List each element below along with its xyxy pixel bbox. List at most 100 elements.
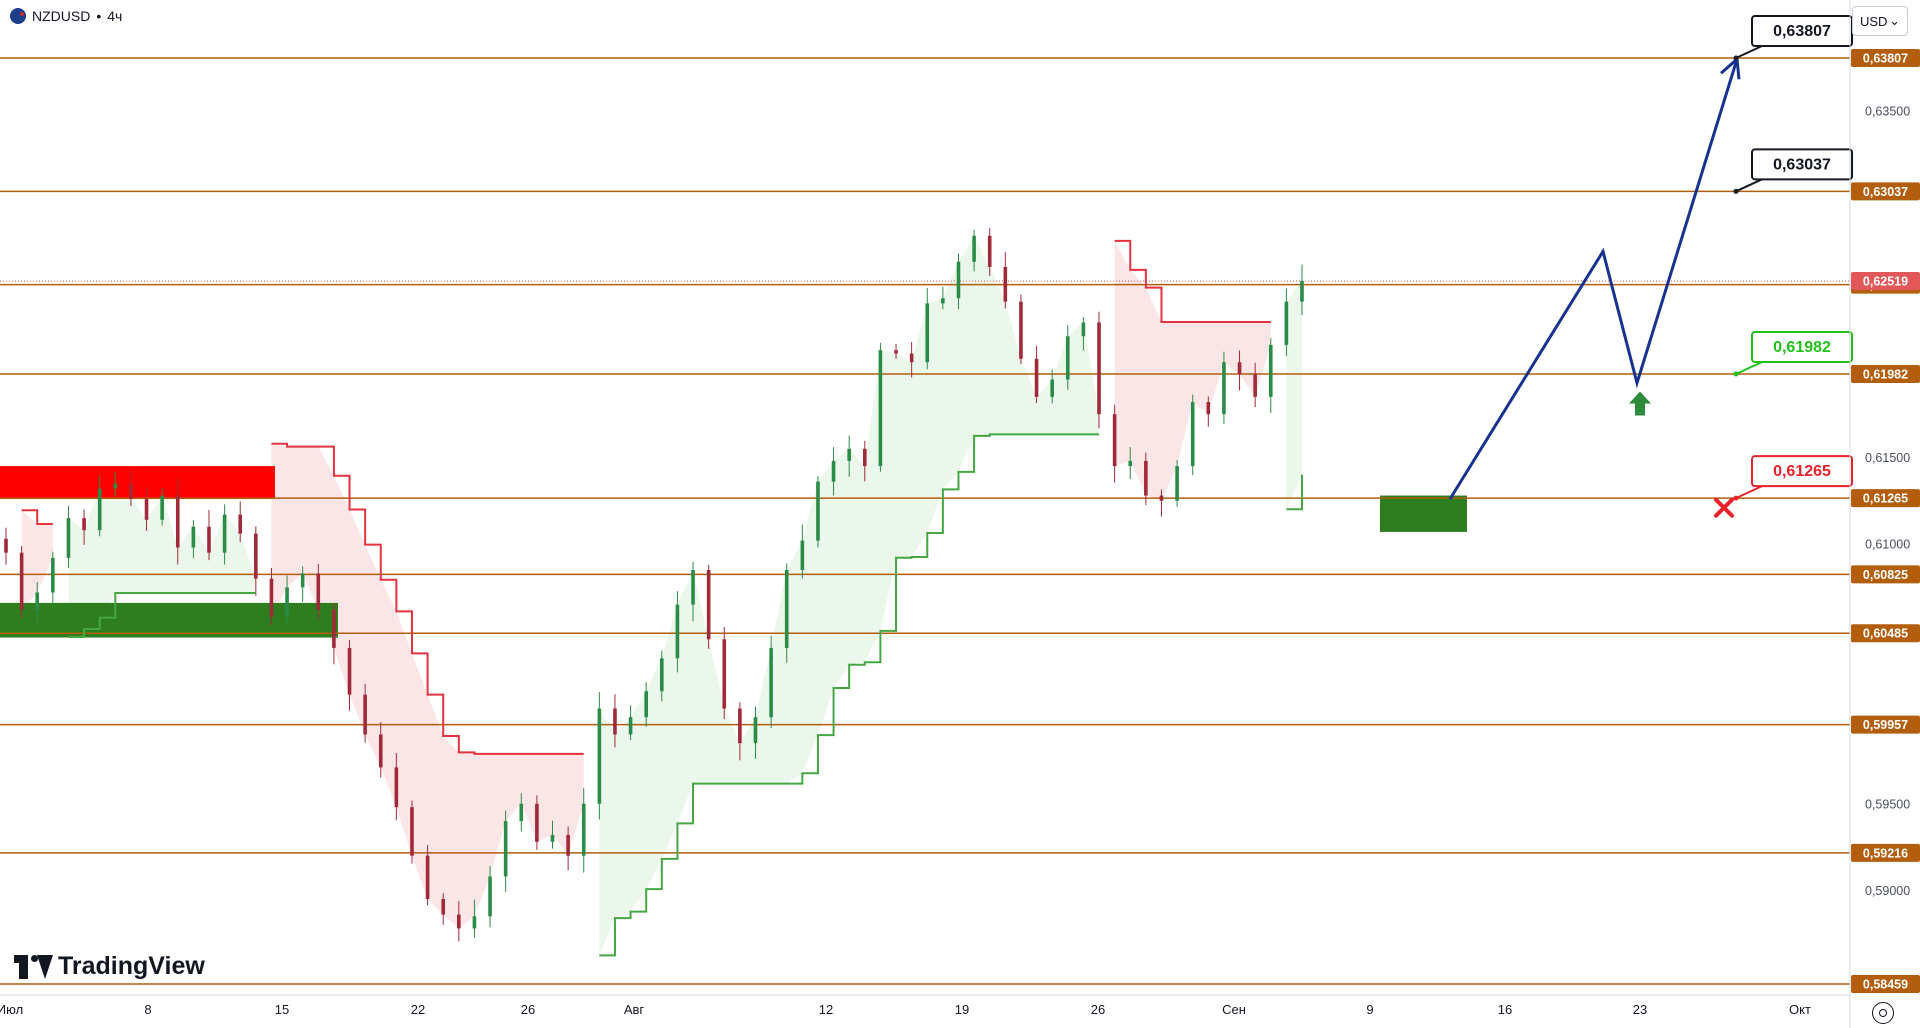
y-tick-label: 0,61000 [1865,538,1910,552]
candle [144,499,149,520]
callout-anchor [1733,55,1739,61]
candle [394,767,399,808]
target-callout-label: 0,63807 [1773,23,1831,40]
level-price-tag [1851,715,1920,734]
candle [1144,460,1148,496]
callout-pointer [1735,361,1763,375]
x-tick-label: 8 [144,1002,151,1017]
candle [316,573,321,610]
currency-label: USD [1860,13,1888,29]
callout-pointer [1735,178,1763,193]
target-callout [1751,455,1853,488]
candle [441,898,446,915]
candle [691,570,695,605]
candle [1222,362,1226,415]
level-price-label: 0,60485 [1863,627,1908,641]
candle [191,526,196,548]
candle [644,691,648,718]
candle [535,803,539,842]
tradingview-logo: TradingView [14,952,205,981]
candle [1284,301,1289,345]
x-tick-label: Сен [1222,1002,1246,1017]
candle [1237,362,1242,375]
candle [410,807,414,856]
target-callout [1751,148,1853,181]
level-price-tag [1851,843,1920,862]
candle [941,298,945,304]
symbol-header[interactable]: NZDUSD • 4ч [10,8,122,24]
x-tick-label: 16 [1498,1002,1512,1017]
candle [4,538,8,553]
candle [722,639,727,709]
candle [925,303,930,363]
candle [160,495,164,520]
symbol-name: NZDUSD [32,8,91,24]
candle [378,734,383,768]
candle [909,353,914,363]
currency-select[interactable]: USD ⌄ [1852,6,1908,36]
candle [738,708,742,744]
candle [472,916,477,929]
downtrend-fill [1114,240,1271,501]
level-price-label: 0,59957 [1863,718,1908,732]
level-price-label: 0,58459 [1863,978,1908,992]
candle [207,526,211,553]
x-tick-label: 26 [1091,1002,1105,1017]
x-tick-label: Авг [624,1002,645,1017]
supertrend-up-line [68,592,256,639]
nz-flag-icon [10,8,26,24]
candle [816,481,820,541]
callout-pointer [1735,485,1763,500]
candle [332,609,336,648]
level-price-tag [1851,975,1920,993]
candle [269,578,274,617]
uptrend-fill [68,483,256,638]
y-tick-label: 0,61500 [1865,451,1910,465]
candle [1128,460,1133,467]
level-price-label: 0,60825 [1863,568,1908,582]
arrow-up-icon [1629,391,1651,416]
candle [129,483,133,500]
projection-path [1448,58,1739,500]
candle [113,483,118,489]
x-tick-label: 22 [411,1002,425,1017]
target-callout [1751,330,1853,363]
candle [1034,358,1039,397]
candle [566,834,570,856]
candle [51,557,55,593]
candle [847,448,851,461]
candle [628,717,633,735]
x-tick-label: 26 [521,1002,535,1017]
symbol-timeframe: 4ч [107,8,123,24]
x-tick-label: 12 [819,1002,833,1017]
supertrend-up-line [599,433,1100,957]
settings-gear-icon[interactable] [1872,1002,1894,1024]
demand-zone [0,602,338,638]
supertrend-down-line [1114,239,1271,323]
current-price-tag [1851,272,1920,291]
x-tick-label: 19 [955,1002,969,1017]
uptrend-fill [599,235,1100,956]
level-price-tag [1851,364,1920,383]
level-price-label: 0,59216 [1863,846,1908,860]
candle [706,570,711,640]
candle [894,350,898,354]
candle [1019,301,1023,359]
candle [581,803,586,856]
candle [878,350,883,467]
candle [550,834,555,842]
candle [660,658,664,692]
downtrend-fill [271,443,584,929]
candle [1190,402,1195,467]
x-tick-label: Июл [0,1002,23,1017]
candle [300,573,305,588]
candle [35,592,40,610]
candle [769,647,773,718]
level-price-label: 0,63807 [1863,52,1908,66]
chevron-down-icon: ⌄ [1889,13,1900,28]
supertrend-down-line [271,442,584,755]
candle [1097,322,1101,415]
candle [1081,322,1086,337]
y-tick-label: 0,59500 [1865,797,1910,811]
